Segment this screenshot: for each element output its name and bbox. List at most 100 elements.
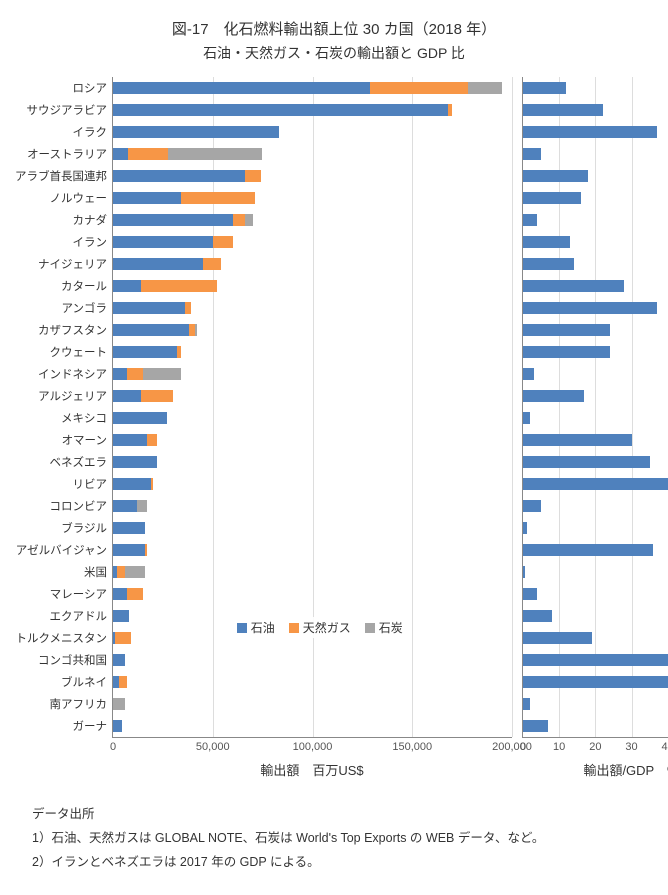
country-label: クウェート (7, 344, 113, 360)
left-plot-area: 050,000100,000150,000200,000ロシアサウジアラビアイラ… (112, 77, 512, 738)
gridline (512, 77, 513, 737)
country-label: カナダ (7, 212, 113, 228)
country-label: イラク (7, 124, 113, 140)
bar-row: 米国 (113, 561, 512, 583)
gas-segment (370, 82, 468, 94)
legend-item-coal: 石炭 (365, 619, 403, 636)
bar-row: カタール (113, 275, 512, 297)
country-label: コロンビア (7, 498, 113, 514)
gdp-pct-bar (523, 148, 541, 160)
bar-row (523, 561, 668, 583)
country-label: ナイジェリア (7, 256, 113, 272)
gas-segment (117, 566, 125, 578)
bar-row (523, 231, 668, 253)
bar-row (523, 363, 668, 385)
gas-segment (203, 258, 221, 270)
bar-row: カナダ (113, 209, 512, 231)
bar-row: アルジェリア (113, 385, 512, 407)
oil-segment (113, 214, 233, 226)
country-label: マレーシア (7, 586, 113, 602)
bar-row (523, 473, 668, 495)
xtick-label: 30 (625, 737, 637, 753)
gdp-pct-bar (523, 302, 657, 314)
gdp-pct-bar (523, 720, 548, 732)
gdp-ratio-chart: 0102030405060 輸出額/GDP % (522, 77, 668, 779)
oil-swatch (237, 623, 247, 633)
gdp-pct-bar (523, 236, 570, 248)
oil-segment (113, 544, 145, 556)
gdp-pct-bar (523, 522, 527, 534)
legend: 石油 天然ガス石炭 (233, 617, 407, 638)
gdp-pct-bar (523, 698, 530, 710)
coal-segment (245, 214, 253, 226)
bar-row (523, 253, 668, 275)
country-label: 南アフリカ (7, 696, 113, 712)
country-label: コンゴ共和国 (7, 652, 113, 668)
gdp-pct-bar (523, 544, 653, 556)
bar-row (523, 341, 668, 363)
bar-row: アラブ首長国連邦 (113, 165, 512, 187)
left-xaxis-label: 輸出額 百万US$ (112, 760, 512, 779)
bar-row (523, 495, 668, 517)
bar-row: マレーシア (113, 583, 512, 605)
bar-row (523, 385, 668, 407)
gdp-pct-bar (523, 566, 525, 578)
oil-segment (113, 456, 157, 468)
bar-row: イラン (113, 231, 512, 253)
chart-title: 図-17 化石燃料輸出額上位 30 カ国（2018 年） (12, 18, 656, 39)
gdp-pct-bar (523, 412, 530, 424)
gdp-pct-bar (523, 632, 592, 644)
export-value-chart: 050,000100,000150,000200,000ロシアサウジアラビアイラ… (112, 77, 512, 779)
gas-segment (141, 390, 173, 402)
notes-line: 1）石油、天然ガスは GLOBAL NOTE、石炭は World's Top E… (32, 827, 656, 851)
bar-row (523, 429, 668, 451)
oil-segment (113, 346, 177, 358)
country-label: ガーナ (7, 718, 113, 734)
bar-row: アゼルバイジャン (113, 539, 512, 561)
gas-segment (145, 544, 147, 556)
bar-row (523, 671, 668, 693)
data-source-notes: データ出所 1）石油、天然ガスは GLOBAL NOTE、石炭は World's… (12, 803, 656, 874)
gdp-pct-bar (523, 82, 566, 94)
bar-row: コンゴ共和国 (113, 649, 512, 671)
bar-row (523, 209, 668, 231)
xtick-label: 0 (520, 737, 526, 753)
gdp-pct-bar (523, 456, 650, 468)
legend-label: 石油 (251, 619, 275, 636)
gas-swatch (289, 623, 299, 633)
country-label: イラン (7, 234, 113, 250)
bar-row (523, 297, 668, 319)
coal-swatch (365, 623, 375, 633)
coal-segment (143, 368, 181, 380)
country-label: サウジアラビア (7, 102, 113, 118)
oil-segment (113, 192, 181, 204)
gdp-pct-bar (523, 390, 584, 402)
gas-segment (127, 368, 143, 380)
bar-row (523, 143, 668, 165)
country-label: トルクメニスタン (7, 630, 113, 646)
gdp-pct-bar (523, 610, 552, 622)
bar-row: ガーナ (113, 715, 512, 737)
bar-row: ロシア (113, 77, 512, 99)
bar-row: アンゴラ (113, 297, 512, 319)
gdp-pct-bar (523, 192, 581, 204)
bar-row (523, 627, 668, 649)
oil-segment (113, 280, 141, 292)
oil-segment (113, 720, 122, 732)
gas-segment (185, 302, 191, 314)
legend-item-oil: 石油 (237, 619, 275, 636)
gdp-pct-bar (523, 324, 610, 336)
gas-segment (151, 478, 153, 490)
country-label: カタール (7, 278, 113, 294)
right-plot-area: 0102030405060 (522, 77, 668, 738)
xtick-label: 50,000 (196, 737, 230, 753)
bar-row: イラク (113, 121, 512, 143)
xtick-label: 10 (553, 737, 565, 753)
xtick-label: 150,000 (392, 737, 432, 753)
gdp-pct-bar (523, 478, 668, 490)
country-label: アンゴラ (7, 300, 113, 316)
xtick-label: 20 (589, 737, 601, 753)
bar-row (523, 517, 668, 539)
legend-label: 天然ガス (303, 619, 351, 636)
gas-segment (119, 676, 127, 688)
